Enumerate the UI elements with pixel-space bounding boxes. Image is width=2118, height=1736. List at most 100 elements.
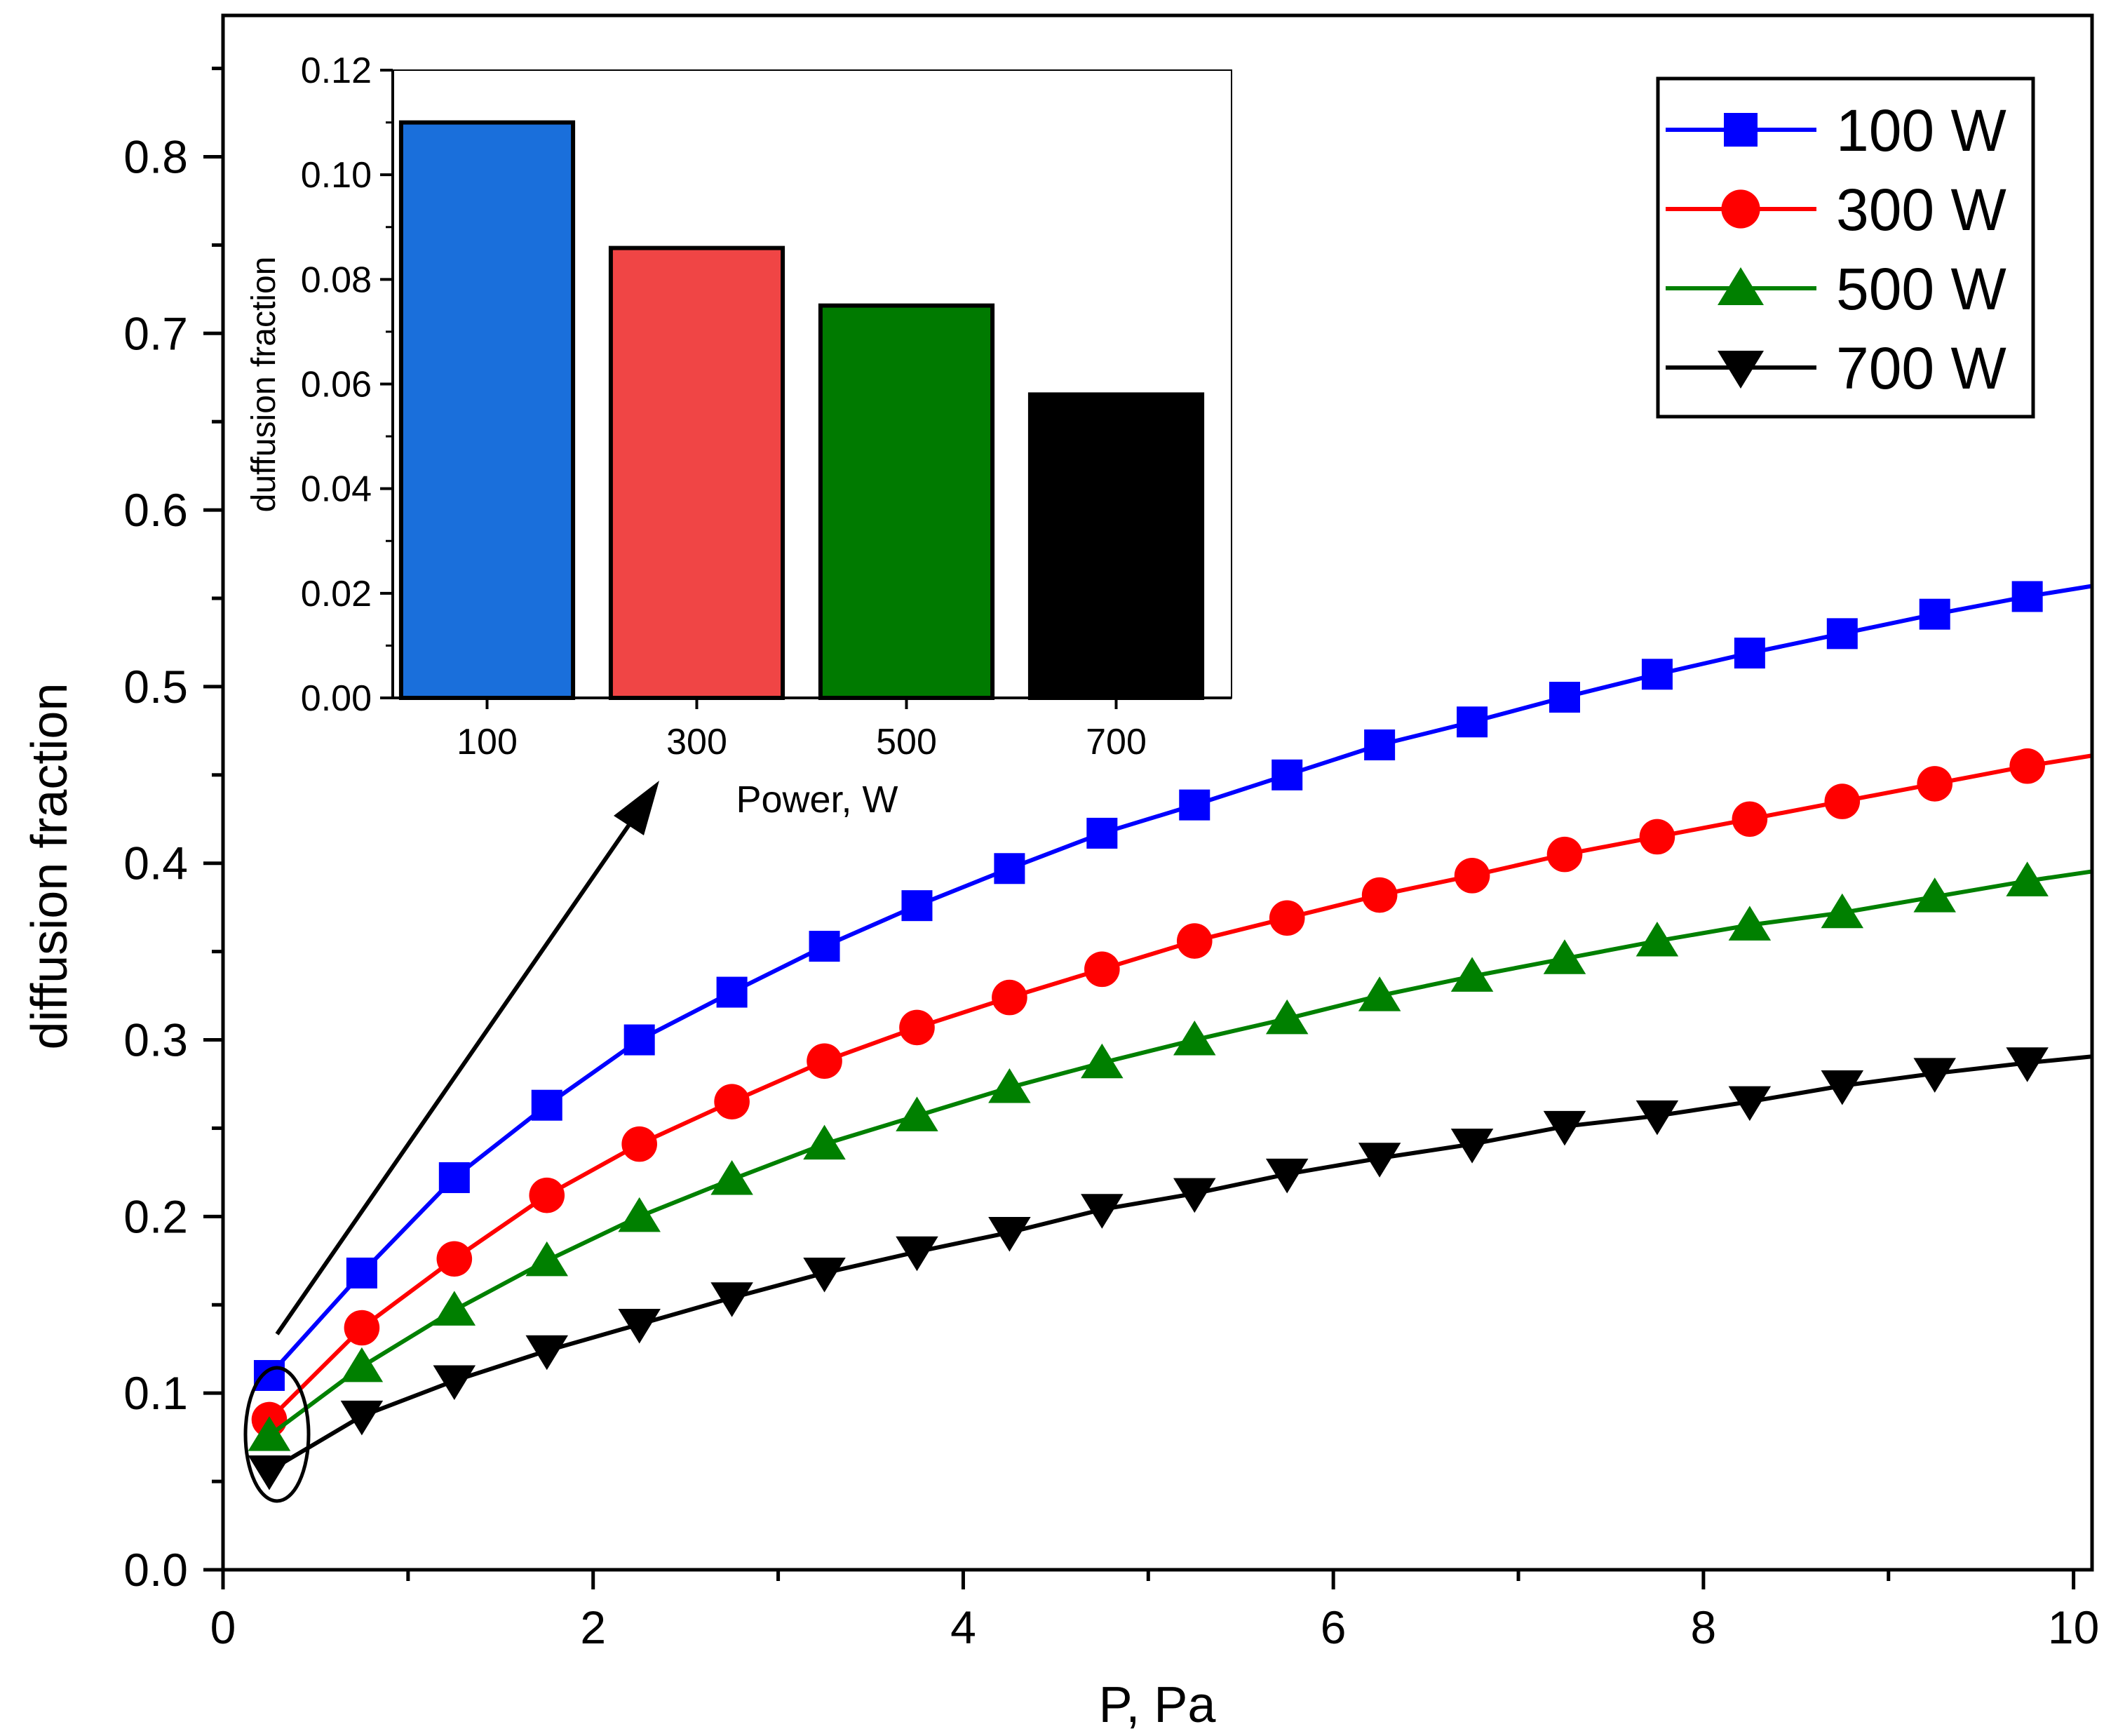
- data-point: [1635, 922, 1679, 957]
- y-tick-label: 0.1: [123, 1367, 188, 1419]
- data-point: [1272, 759, 1303, 790]
- data-point: [803, 1257, 846, 1293]
- series-500-w: [248, 861, 2093, 1451]
- inset-x-axis-label: Power, W: [736, 779, 898, 821]
- data-point: [994, 853, 1025, 884]
- data-point: [340, 1347, 384, 1382]
- data-point: [433, 1291, 476, 1326]
- data-point: [1824, 783, 1861, 819]
- data-point: [1826, 618, 1858, 650]
- data-point: [1454, 858, 1490, 894]
- data-point: [1917, 766, 1953, 802]
- legend-label: 300 W: [1836, 177, 2006, 243]
- data-point: [896, 1096, 938, 1131]
- data-point: [2009, 748, 2045, 784]
- highlight-ellipse: [243, 1366, 311, 1503]
- data-point: [248, 1416, 291, 1451]
- data-point: [1084, 951, 1120, 988]
- data-point: [1543, 939, 1586, 974]
- series-300-w: [251, 748, 2093, 1438]
- annotation-callout: [243, 781, 659, 1503]
- legend-marker: [1724, 113, 1758, 147]
- data-point: [1450, 1129, 1494, 1164]
- data-point: [901, 890, 933, 922]
- data-point: [1361, 877, 1398, 913]
- inset-y-tick-label: 0.02: [301, 574, 372, 614]
- data-point: [716, 976, 748, 1008]
- x-tick-label: 0: [210, 1601, 236, 1653]
- data-point: [1639, 819, 1675, 855]
- data-point: [2006, 1047, 2049, 1082]
- data-point: [809, 931, 840, 962]
- inset-bar: [398, 120, 576, 701]
- data-point: [529, 1177, 565, 1213]
- data-point: [1265, 999, 1309, 1035]
- data-point: [1543, 1110, 1586, 1146]
- legend-label: 100 W: [1836, 97, 2006, 163]
- data-point: [525, 1241, 569, 1277]
- y-tick-label: 0.0: [123, 1544, 188, 1596]
- x-tick-label: 4: [950, 1601, 976, 1653]
- data-point: [1732, 801, 1768, 837]
- inset-y-tick-label: 0.06: [301, 365, 372, 405]
- data-point: [1913, 1058, 1956, 1093]
- y-tick-label: 0.6: [123, 484, 188, 536]
- data-point: [618, 1197, 661, 1232]
- data-point: [1919, 598, 1950, 630]
- legend-marker: [1721, 189, 1760, 229]
- x-tick-label: 10: [2048, 1601, 2099, 1653]
- data-point: [346, 1257, 377, 1288]
- data-point: [992, 979, 1027, 1016]
- x-tick-label: 2: [580, 1601, 606, 1653]
- data-point: [525, 1335, 569, 1371]
- data-point: [1913, 877, 1956, 913]
- data-point: [988, 1217, 1031, 1252]
- data-point: [896, 1236, 938, 1272]
- data-point: [714, 1084, 750, 1119]
- data-point: [1728, 1086, 1772, 1122]
- callout-arrow-line: [275, 812, 639, 1335]
- data-point: [807, 1043, 842, 1079]
- data-point: [248, 1455, 291, 1491]
- data-point: [253, 1360, 285, 1391]
- data-point: [2006, 861, 2049, 896]
- inset-x-tick-label: 100: [457, 722, 518, 762]
- main-series-layer: [248, 581, 2093, 1491]
- data-point: [710, 1159, 753, 1195]
- y-axis-label: diffusion fraction: [22, 683, 78, 1050]
- data-point: [1265, 1158, 1309, 1194]
- x-tick-label: 8: [1691, 1601, 1717, 1653]
- y-tick-label: 0.8: [123, 130, 188, 182]
- inset-x-tick-label: 700: [1086, 722, 1147, 762]
- legend-marker: [1718, 351, 1764, 389]
- data-point: [623, 1024, 655, 1056]
- main-axes: 0 2 4 6 8 10 0.0 0.1 0.2 0.3 0.4 0.5 0.6 0.7 0.8: [123, 67, 2099, 1653]
- y-tick-label: 0.7: [123, 307, 188, 359]
- data-point: [1734, 638, 1765, 669]
- inset-y-tick-label: 0.10: [301, 155, 372, 196]
- data-point: [1081, 1194, 1124, 1229]
- data-point: [1821, 1070, 1864, 1105]
- legend-marker: [1718, 267, 1764, 305]
- series-100-w: [253, 581, 2093, 1391]
- data-point: [1635, 1100, 1679, 1136]
- x-axis-label: P, Pa: [1099, 1677, 1217, 1733]
- data-point: [438, 1162, 470, 1193]
- data-point: [988, 1068, 1031, 1103]
- data-point: [710, 1282, 753, 1317]
- inset-bar: [1027, 392, 1205, 701]
- legend-entry: 300 W: [1666, 177, 2006, 243]
- data-point: [340, 1400, 384, 1436]
- y-tick-label: 0.5: [123, 661, 188, 713]
- data-point: [1641, 659, 1673, 690]
- data-point: [1364, 729, 1396, 761]
- inset-bar: [818, 303, 995, 700]
- data-point: [433, 1365, 476, 1401]
- data-point: [1358, 976, 1401, 1011]
- inset-y-axis-label: duffusion fraction: [245, 257, 283, 513]
- legend-entry: 700 W: [1666, 335, 2006, 401]
- data-point: [436, 1241, 473, 1277]
- inset-y-tick-label: 0.00: [301, 678, 372, 719]
- data-point: [1450, 957, 1494, 992]
